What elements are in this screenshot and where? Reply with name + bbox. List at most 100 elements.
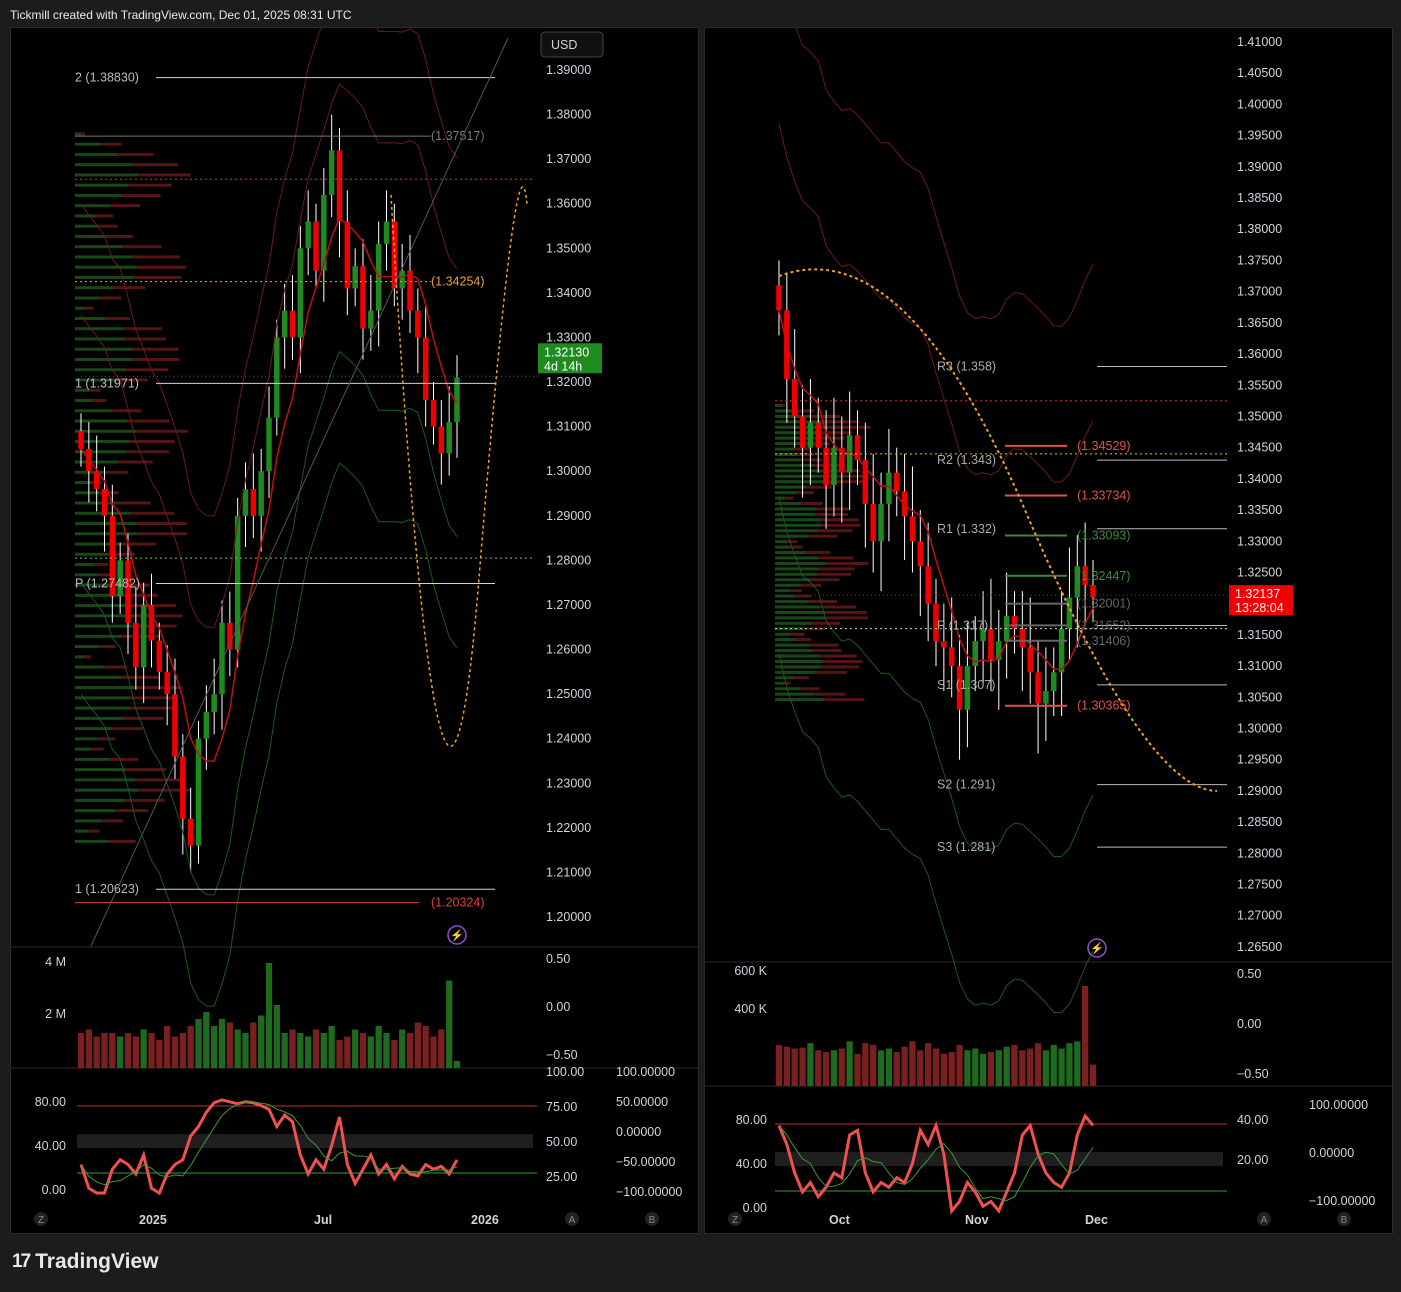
right-chart-canvas[interactable]: 1.41000 1.40500 1.40000 1.39500 1.39000 1.385… xyxy=(705,28,1392,1233)
volume-profile-bar xyxy=(810,414,841,418)
volume-profile-bar xyxy=(138,788,191,792)
volume-bar xyxy=(1011,1044,1018,1086)
price-axis-label: 1.23000 xyxy=(546,776,591,790)
candle-body xyxy=(1027,647,1033,673)
volume-profile-bar xyxy=(75,798,125,802)
volume-profile-bar xyxy=(132,347,179,351)
volume-profile-bar xyxy=(75,706,130,710)
price-axis-label: 1.31000 xyxy=(1237,659,1282,673)
tradingview-logo[interactable]: 17 TradingView xyxy=(12,1250,158,1274)
price-axis-label: 1.27500 xyxy=(1237,878,1282,892)
price-axis-label: 1.28000 xyxy=(1237,846,1282,860)
left-chart-panel[interactable]: 1.39000 1.38000 1.37000 1.36000 1.35000 1.340… xyxy=(10,27,699,1234)
price-axis-label: 1.36000 xyxy=(546,197,591,211)
level-label: (1.33734) xyxy=(1077,488,1131,502)
price-axis-label: 1.34500 xyxy=(1237,441,1282,455)
price-axis-label: 1.34000 xyxy=(1237,472,1282,486)
volume-profile-bar xyxy=(119,542,156,546)
price-axis-label: 1.34000 xyxy=(546,286,591,300)
volume-profile-bar xyxy=(775,496,786,500)
volume-profile-bar xyxy=(806,485,832,489)
volume-profile-bar xyxy=(75,265,137,269)
price-axis-label: 1.33000 xyxy=(1237,534,1282,548)
volume-profile-bar xyxy=(819,654,857,658)
volume-profile-bar xyxy=(810,578,840,582)
volume-profile-bar xyxy=(775,621,811,625)
axis-button-z[interactable] xyxy=(728,1212,742,1226)
lightning-icon[interactable] xyxy=(447,925,467,945)
volume-profile-bar xyxy=(818,556,854,560)
volume-bar xyxy=(893,1052,900,1086)
axis-button-a[interactable] xyxy=(565,1212,579,1226)
volume-profile-bar xyxy=(97,645,116,649)
oscillator-axis-label: 40.00 xyxy=(1237,1113,1268,1127)
candle-body xyxy=(383,221,390,244)
volume-profile-bar xyxy=(104,470,129,474)
oscillator-axis-label: 100.00000 xyxy=(616,1065,675,1079)
volume-profile-bar xyxy=(821,420,860,424)
axis-button-label[interactable]: A xyxy=(569,1215,576,1226)
volume-profile-bar xyxy=(75,542,120,546)
volume-profile-bar xyxy=(775,572,817,576)
axis-button-b[interactable] xyxy=(1337,1212,1351,1226)
axis-button-label[interactable]: B xyxy=(649,1215,656,1226)
level-label: (1.34529) xyxy=(1077,439,1131,453)
oscillator-band xyxy=(77,1134,533,1149)
volume-profile-bar xyxy=(138,173,191,177)
currency-label[interactable]: USD xyxy=(551,38,577,52)
price-axis-label: 1.21000 xyxy=(546,865,591,879)
axis-button-label[interactable]: A xyxy=(1261,1215,1268,1226)
volume-profile-bar xyxy=(75,696,130,700)
volume-profile-bar xyxy=(134,686,183,690)
volume-profile-bar xyxy=(813,463,846,467)
volume-profile-bar xyxy=(775,491,797,495)
volume-bar xyxy=(932,1048,940,1086)
left-chart-canvas[interactable]: 1.39000 1.38000 1.37000 1.36000 1.35000 1.340… xyxy=(11,28,698,1233)
price-axis-label: 1.28000 xyxy=(546,553,591,567)
volume-profile-bar xyxy=(775,649,812,653)
volume-bar xyxy=(1089,1064,1097,1086)
candle-body xyxy=(1011,616,1018,629)
volume-profile-bar xyxy=(819,605,857,609)
lightning-icon[interactable] xyxy=(1087,938,1107,958)
volume-profile-bar xyxy=(100,296,121,300)
currency-selector[interactable] xyxy=(540,31,604,58)
price-axis-label: 1.32500 xyxy=(1237,565,1282,579)
volume-profile-bar xyxy=(110,204,141,208)
axis-button-label[interactable]: Z xyxy=(732,1215,738,1226)
volume-profile-bar xyxy=(75,152,119,156)
price-axis-label: 1.30000 xyxy=(1237,722,1282,736)
volume-profile-bar xyxy=(98,224,118,228)
volume-profile-bar xyxy=(132,357,180,361)
volume-profile-bar xyxy=(823,659,863,663)
volume-profile-bar xyxy=(800,458,823,462)
axis-button-label[interactable]: B xyxy=(1341,1215,1348,1226)
candle-body xyxy=(980,628,986,642)
volume-profile-bar xyxy=(824,698,865,702)
axis-button-label[interactable]: Z xyxy=(38,1215,44,1226)
candle-body xyxy=(101,489,108,516)
volume-bar xyxy=(799,1047,806,1086)
volume-bar xyxy=(375,1026,382,1068)
volume-profile-bar xyxy=(75,224,99,228)
axis-button-z[interactable] xyxy=(34,1212,48,1226)
volume-bar xyxy=(399,1029,406,1068)
candle-body xyxy=(1066,597,1073,629)
price-axis-label: 1.38000 xyxy=(1237,222,1282,236)
axis-button-a[interactable] xyxy=(1257,1212,1271,1226)
candle-body xyxy=(854,435,861,461)
volume-profile-bar xyxy=(775,681,784,685)
volume-bar xyxy=(109,1033,116,1068)
right-chart-panel[interactable]: 1.41000 1.40500 1.40000 1.39500 1.39000 1.385… xyxy=(704,27,1393,1234)
candle-body xyxy=(870,503,876,542)
price-axis-label: 1.29000 xyxy=(546,509,591,523)
pivot-label: R2 (1.343) xyxy=(937,453,996,467)
volume-bar xyxy=(430,1036,437,1068)
candle-body xyxy=(274,337,280,418)
volume-profile-bar xyxy=(775,605,820,609)
volume-profile-bar xyxy=(100,142,122,146)
tradingview-logo-text: TradingView xyxy=(35,1250,159,1273)
volume-profile-bar xyxy=(793,676,809,680)
axis-button-b[interactable] xyxy=(645,1212,659,1226)
candle-body xyxy=(446,422,452,454)
